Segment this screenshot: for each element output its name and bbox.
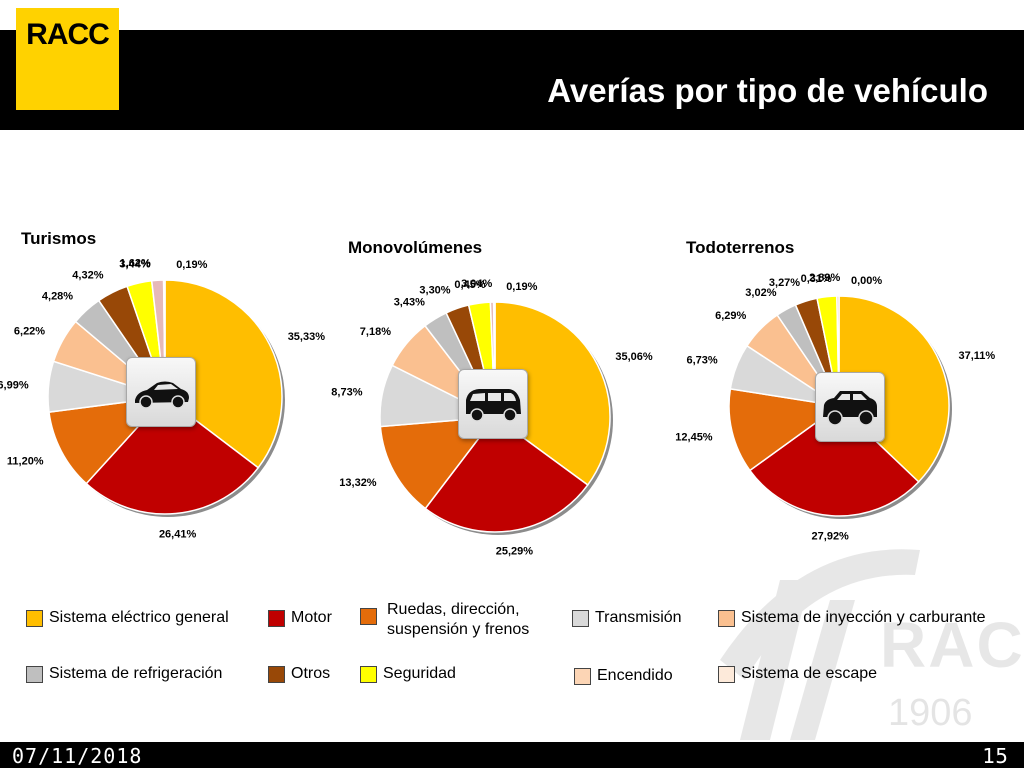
legend-label: Ruedas, dirección, — [387, 601, 520, 618]
legend-label: Otros — [291, 665, 331, 682]
pie-label-ruedas: 12,45% — [675, 431, 713, 443]
watermark-year: 1906 — [888, 692, 973, 734]
van-icon — [458, 369, 528, 439]
legend-swatch — [718, 609, 735, 627]
pie-labels: 35,33% 26,41% 11,20% 6,99% 6,22% 4,28% 4,32% 3,… — [0, 257, 325, 540]
legend-transmision: Transmisión — [572, 608, 682, 628]
legend-inyeccion: Sistema de inyección y carburante — [718, 608, 986, 628]
pie-label-seguridad: 3,04% — [461, 278, 492, 290]
pie-label-refrigeracion: 3,43% — [394, 297, 425, 309]
legend-escape: Sistema de escape — [718, 664, 877, 684]
pie-label-inyeccion: 6,29% — [715, 310, 746, 322]
legend-encendido: Encendido — [574, 666, 673, 686]
pie-label-transmision: 6,99% — [0, 380, 29, 392]
slide-title: Averías por tipo de vehículo — [547, 72, 988, 109]
footer-date: 07/11/2018 — [12, 744, 143, 768]
legend-seguridad: Seguridad — [360, 664, 456, 684]
legend-label: Transmisión — [595, 609, 682, 626]
pie-label-seguridad: 3,44% — [119, 258, 150, 270]
pie-label-otros: 3,27% — [769, 277, 800, 289]
pie-label-sistema_electrico: 37,11% — [959, 350, 996, 362]
legend-label: Sistema de refrigeración — [49, 665, 223, 682]
pie-label-sistema_electrico: 35,06% — [615, 351, 653, 363]
pie-label-escape: 0,31% — [801, 273, 832, 285]
chart-title-todoterrenos: Todoterrenos — [686, 238, 795, 257]
racc-logo: RACC — [16, 8, 119, 110]
pie-label-refrigeracion: 3,02% — [745, 287, 776, 299]
watermark-stripes — [720, 549, 920, 740]
pie-label-ruedas: 11,20% — [7, 455, 44, 467]
pie-slice-sistema_electrico — [838, 295, 950, 483]
pie-slice-motor — [85, 395, 260, 515]
pie-slice-motor — [424, 415, 589, 533]
pie-slice-ruedas — [379, 416, 497, 510]
legend-refrigeracion: Sistema de refrigeración — [26, 664, 222, 684]
pie-label-inyeccion: 7,18% — [360, 326, 391, 338]
pie-label-encendido: 0,19% — [176, 259, 207, 271]
pie-labels: 35,06% 25,29% 13,32% 8,73% 7,18% 3,43%3,30% 3,… — [331, 278, 653, 557]
pie-label-transmision: 8,73% — [331, 386, 362, 398]
pie-label-sistema_electrico: 35,33% — [288, 331, 326, 343]
pie-label-escape: 1,62% — [120, 257, 151, 269]
legend-label: Motor — [291, 609, 332, 626]
legend-swatch — [360, 665, 377, 683]
pie-slice-sistema_electrico — [164, 279, 283, 469]
pie-label-encendido: 0,00% — [851, 275, 882, 287]
pie-slice-motor — [748, 405, 920, 517]
legend-label: Sistema de inyección y carburante — [741, 609, 986, 626]
legend-motor: Motor — [268, 608, 332, 628]
legend-label: Encendido — [597, 667, 673, 684]
pie-label-motor: 27,92% — [812, 531, 850, 543]
car-icon — [126, 357, 196, 427]
pie-label-transmision: 6,73% — [686, 354, 717, 366]
legend-swatch — [26, 665, 43, 683]
header-bar — [0, 30, 1024, 130]
legend-label: Sistema de escape — [741, 665, 878, 682]
page-number: 15 — [982, 744, 1008, 768]
pie-slice-sistema_electrico — [494, 301, 611, 487]
footer-bar: 07/11/2018 15 — [0, 742, 1024, 768]
pie-label-encendido: 0,19% — [506, 281, 537, 293]
pie-labels: 37,11% 27,92% 12,45% 6,73% 6,29% 3,02%3,27% 2,… — [675, 272, 995, 543]
pie-label-motor: 26,41% — [159, 528, 197, 540]
legend-sistema-electrico: Sistema eléctrico general — [26, 608, 229, 628]
pie-charts: 35,33% 26,41% 11,20% 6,99% 6,22% 4,28% 4,32% 3,… — [0, 257, 995, 557]
watermark-text: RACC — [880, 609, 1024, 681]
legend-swatch — [360, 608, 377, 625]
pie-label-otros: 3,30% — [419, 285, 450, 297]
legend-otros: Otros — [268, 664, 330, 684]
legend-swatch — [268, 609, 285, 627]
legend-ruedas: Ruedas, dirección, suspensión y frenos — [360, 600, 529, 640]
pie-label-refrigeracion: 4,28% — [42, 290, 73, 302]
legend-swatch — [26, 609, 43, 627]
pie-label-otros: 4,32% — [72, 270, 103, 282]
pie-label-inyeccion: 6,22% — [14, 326, 45, 338]
legend-swatch — [572, 609, 589, 627]
pie-slice-ruedas — [728, 388, 841, 472]
legend-swatch — [574, 667, 591, 685]
pie-label-seguridad: 2,89% — [809, 272, 840, 284]
legend-label: Sistema eléctrico general — [49, 609, 229, 626]
pie-label-motor: 25,29% — [496, 546, 534, 558]
logo-text: RACC — [26, 18, 110, 51]
legend-swatch — [718, 665, 735, 683]
legend-label-line2: suspensión y frenos — [387, 621, 530, 638]
chart-title-turismos: Turismos — [21, 229, 97, 248]
legend-label: Seguridad — [383, 665, 456, 682]
pie-label-escape: 0,45% — [454, 279, 485, 291]
pie-label-ruedas: 13,32% — [339, 477, 377, 489]
suv-icon — [815, 372, 885, 442]
chart-title-monovolumenes: Monovolúmenes — [348, 238, 483, 257]
legend-swatch — [268, 665, 285, 683]
